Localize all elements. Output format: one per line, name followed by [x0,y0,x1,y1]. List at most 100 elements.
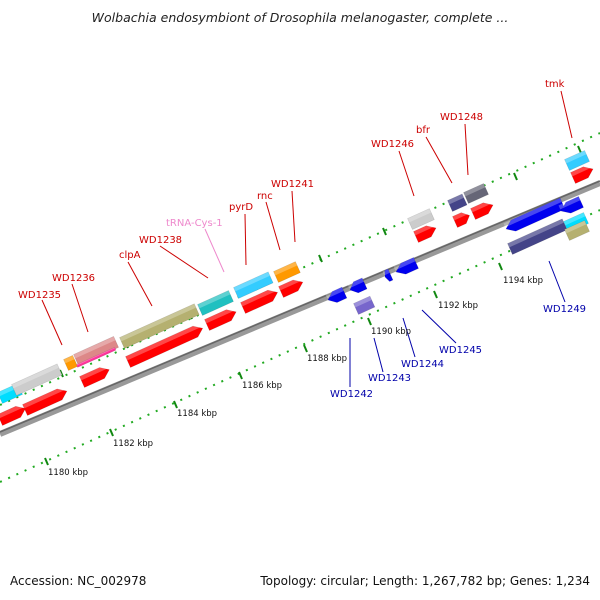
reverse-gene-shape [384,268,394,282]
features [0,150,594,426]
reverse-gene-highlight [507,218,564,248]
forward-cds-highlight [452,209,469,221]
gene-label: tRNA-Cys-1 [166,218,223,229]
forward-gene [63,355,78,371]
forward-gene-highlight [119,303,196,342]
gene-label: WD1243 [368,373,411,384]
major-tick [513,172,518,181]
gene-label: WD1246 [371,139,414,150]
reverse-gene [393,257,419,275]
forward-gene-shape [197,290,234,316]
major-tick [109,428,114,437]
major-tick [367,317,372,326]
forward-cds [22,385,68,416]
forward-cds-highlight [570,163,593,177]
gene-label: WD1248 [440,112,483,123]
forward-gene-shape [119,303,200,349]
forward-gene [73,336,119,366]
forward-gene-highlight [63,355,75,364]
forward-cds [0,403,26,426]
tick-label: 1192 kbp [438,301,478,311]
forward-gene-stripe-shape [75,346,117,368]
forward-cds-highlight [413,222,436,236]
forward-cds [470,199,494,220]
tick-label: 1194 kbp [503,276,543,286]
forward-gene-highlight [73,336,116,359]
gene-label: WD1249 [543,304,586,315]
forward-cds-shape [22,388,68,416]
forward-gene [447,193,468,212]
reverse-gene-shape [560,196,584,214]
label-leader [425,136,453,184]
forward-cds-highlight [22,385,67,409]
reverse-gene-shape [564,220,590,241]
genome-summary-text: Topology: circular; Length: 1,267,782 bp… [260,574,590,588]
forward-cds-shape [278,279,304,298]
reverse-tick-track [0,209,600,483]
major-tick [382,227,387,236]
forward-gene-shape [273,261,301,283]
forward-cds-shape [452,212,470,228]
label-leader [402,317,416,358]
forward-gene-shape [407,208,435,230]
reverse-gene [382,268,394,282]
forward-cds [125,322,204,368]
tick-labels: 1180 kbp 1182 kbp 1184 kbp 1186 kbp 1188… [48,276,543,478]
forward-cds [413,222,437,243]
forward-gene-highlight [233,271,270,292]
label-leader [127,261,153,307]
label-leader [265,201,281,251]
major-tick [173,400,178,409]
reverse-gene-labels: WD1242 WD1243 WD1244 WD1245 WD1249 [330,304,586,400]
reverse-gene [353,295,376,315]
forward-gene [233,271,274,299]
forward-cds-highlight [470,199,493,213]
label-leader [244,213,247,266]
forward-gene-labels: WD1235 WD1236 clpA WD1238 tRNA-Cys-1 pyr… [18,79,565,301]
forward-gene-shape [564,150,590,171]
reverse-gene-highlight [325,287,344,299]
gene-label: WD1238 [139,235,182,246]
tick-label: 1184 kbp [177,409,217,419]
forward-gene [407,208,435,230]
forward-gene-shape [11,363,63,396]
forward-cds-shape [125,325,204,368]
forward-tick-track [0,132,600,406]
reverse-gene-highlight [353,296,372,308]
gene-label: WD1244 [401,359,444,370]
forward-cds-highlight [240,286,277,307]
reverse-gene-shape [395,257,419,275]
gene-label: WD1241 [271,179,314,190]
forward-gene [463,183,489,204]
major-tick [433,290,438,299]
genome-backbone [0,180,600,437]
forward-cds-shape [240,289,279,314]
reverse-gene-highlight [503,198,562,228]
forward-gene-shape [463,183,489,204]
forward-gene-shape [73,336,119,366]
forward-gene [197,290,234,316]
reverse-gene [347,277,368,294]
forward-cds [278,276,304,298]
forward-cds [570,163,594,184]
forward-cds [79,364,110,388]
reverse-gene [564,220,590,241]
forward-gene-highlight [11,363,59,389]
gene-label: clpA [119,250,141,261]
major-tick [577,145,582,154]
major-tick [318,254,323,263]
label-leader [41,299,63,346]
label-leader [291,190,296,243]
gene-label: WD1235 [18,290,61,301]
reverse-gene-highlight [382,269,390,276]
reverse-gene-highlight [564,220,587,234]
reverse-gene-shape [327,286,348,303]
major-tick [498,262,503,271]
forward-cds-highlight [204,306,236,324]
reverse-gene-highlight [393,257,416,271]
label-leader [421,309,457,344]
major-tick [44,457,49,466]
forward-cds-shape [0,405,26,426]
forward-cds-highlight [79,364,109,381]
